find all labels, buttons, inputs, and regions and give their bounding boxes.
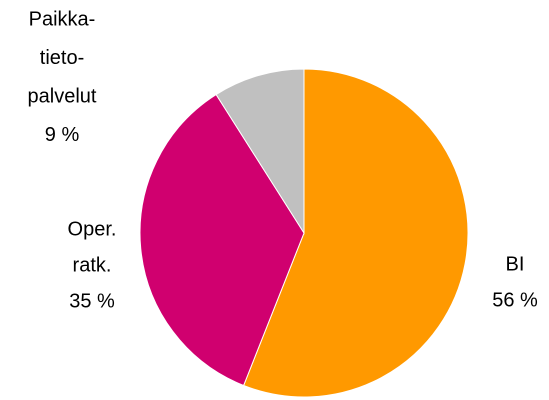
pie-slice [242, 68, 469, 398]
pie-slice [139, 93, 305, 387]
slice-label: palvelut [28, 85, 97, 107]
value-label: 35 % [69, 290, 115, 312]
pie-slice [215, 68, 305, 235]
slice-label: BI [506, 253, 525, 275]
slice-label: Oper. [68, 218, 117, 240]
slice-label: ratk. [73, 254, 112, 276]
slice-label: Paikka- [29, 8, 96, 30]
value-label: 9 % [45, 124, 80, 146]
slice-label: tieto- [40, 47, 84, 69]
value-label: 56 % [492, 289, 538, 311]
